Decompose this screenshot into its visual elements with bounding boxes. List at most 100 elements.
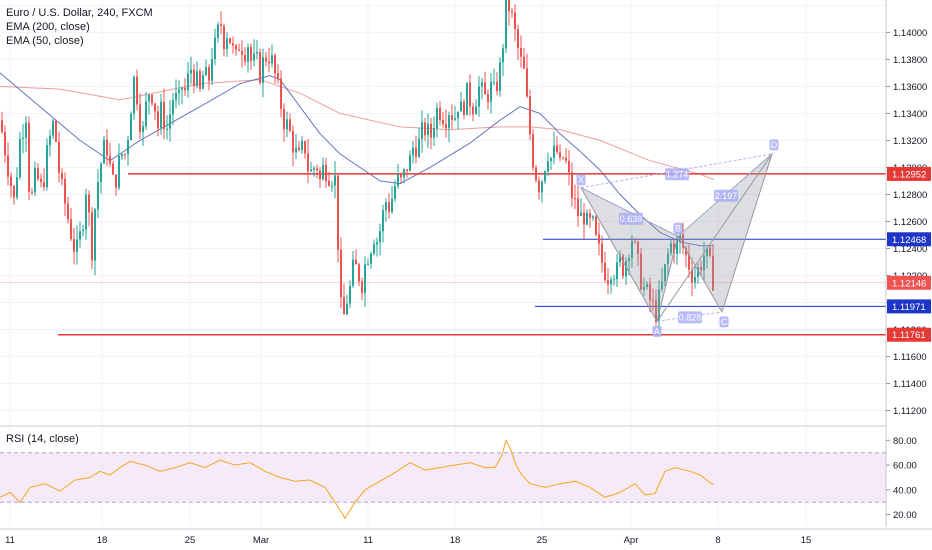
- candle-body: [472, 106, 474, 115]
- ratio-label: 0.828: [679, 313, 702, 323]
- candle-body: [49, 135, 51, 146]
- pattern-point-d: D: [769, 139, 779, 151]
- candle-body: [640, 253, 642, 290]
- candle-body: [703, 255, 705, 271]
- rsi-pane: [0, 439, 886, 520]
- candle-body: [1, 120, 3, 132]
- rsi-band: [0, 452, 886, 503]
- candle-body: [166, 128, 168, 130]
- candle-body: [277, 73, 279, 79]
- candle-body: [235, 45, 237, 50]
- candle-body: [181, 87, 183, 90]
- candle-body: [484, 82, 486, 95]
- time-tick-label: 15: [801, 535, 812, 546]
- candle-body: [466, 82, 468, 116]
- candle-body: [265, 57, 267, 62]
- time-tick-label: 18: [450, 535, 461, 546]
- candle-body: [19, 138, 21, 178]
- point-bg: [576, 174, 586, 186]
- candle-body: [136, 76, 138, 105]
- point-label: B: [675, 224, 681, 234]
- time-tick-label: 11: [363, 535, 373, 546]
- candle-body: [184, 87, 186, 91]
- candle-body: [436, 107, 438, 129]
- pattern-ratio: 0.828: [678, 311, 702, 324]
- candle-body: [643, 287, 645, 290]
- candle-body: [409, 155, 411, 172]
- candle-body: [637, 241, 639, 254]
- candle-body: [370, 253, 372, 264]
- time-tick-label: 11: [5, 535, 15, 546]
- candle-body: [73, 239, 75, 252]
- candle-body: [223, 25, 225, 50]
- candle-body: [274, 55, 276, 74]
- point-bg: [652, 325, 662, 337]
- candle-body: [334, 175, 336, 186]
- badge-label: 1.12468: [892, 235, 926, 246]
- candle-body: [367, 263, 369, 265]
- candle-body: [43, 182, 45, 188]
- candle-body: [28, 122, 30, 192]
- candle-body: [241, 50, 243, 55]
- candle-body: [448, 115, 450, 129]
- candle-body: [655, 300, 657, 322]
- candle-body: [688, 254, 690, 270]
- time-tick-label: Mar: [253, 535, 269, 546]
- time-tick-label: 25: [537, 535, 548, 546]
- time-tick-label: 18: [97, 535, 108, 546]
- time-tick-label: 8: [715, 535, 720, 546]
- candle-body: [46, 145, 48, 188]
- candle-body: [667, 253, 669, 265]
- candle-body: [604, 262, 606, 281]
- candle-body: [682, 234, 684, 248]
- price-tick-label: 1.11200: [893, 406, 927, 417]
- candle-body: [427, 123, 429, 136]
- candles: [1, 0, 714, 337]
- candle-body: [172, 100, 174, 115]
- candle-body: [346, 303, 348, 315]
- candle-body: [502, 48, 504, 63]
- rsi-tick-label: 40.00: [893, 485, 917, 496]
- price-tick-label: 1.13600: [893, 82, 927, 93]
- candle-body: [121, 154, 123, 157]
- pattern-xb: [580, 187, 679, 237]
- candle-body: [523, 56, 525, 69]
- candle-body: [52, 120, 54, 136]
- candle-body: [490, 81, 492, 103]
- grid: [0, 0, 886, 527]
- candle-body: [553, 145, 555, 159]
- candle-body: [574, 197, 576, 199]
- point-label: X: [578, 175, 584, 185]
- candle-body: [331, 185, 333, 187]
- candle-body: [442, 119, 444, 125]
- candle-body: [577, 198, 579, 216]
- ema50-legend: EMA (50, close): [6, 35, 84, 47]
- price-tick-label: 1.13400: [893, 109, 927, 120]
- candle-body: [85, 194, 87, 230]
- candle-body: [595, 216, 597, 235]
- candle-body: [232, 43, 234, 46]
- price-tick-label: 1.12400: [893, 244, 927, 255]
- candle-body: [661, 281, 663, 290]
- candle-body: [415, 147, 417, 157]
- candle-body: [352, 259, 354, 286]
- candle-body: [412, 147, 414, 156]
- candle-body: [4, 131, 6, 156]
- candle-body: [226, 38, 228, 50]
- candle-body: [613, 279, 615, 281]
- candle-body: [481, 82, 483, 87]
- candle-body: [580, 212, 582, 216]
- badge-bg: [887, 327, 931, 342]
- candle-body: [544, 171, 546, 182]
- candle-body: [67, 203, 69, 220]
- candle-body: [262, 57, 264, 83]
- candle-body: [196, 71, 198, 87]
- candle-body: [586, 213, 588, 225]
- candle-body: [148, 94, 150, 102]
- price-tick-label: 1.13800: [893, 55, 927, 66]
- candle-body: [487, 94, 489, 103]
- candle-body: [304, 141, 306, 154]
- point-label: D: [771, 140, 778, 150]
